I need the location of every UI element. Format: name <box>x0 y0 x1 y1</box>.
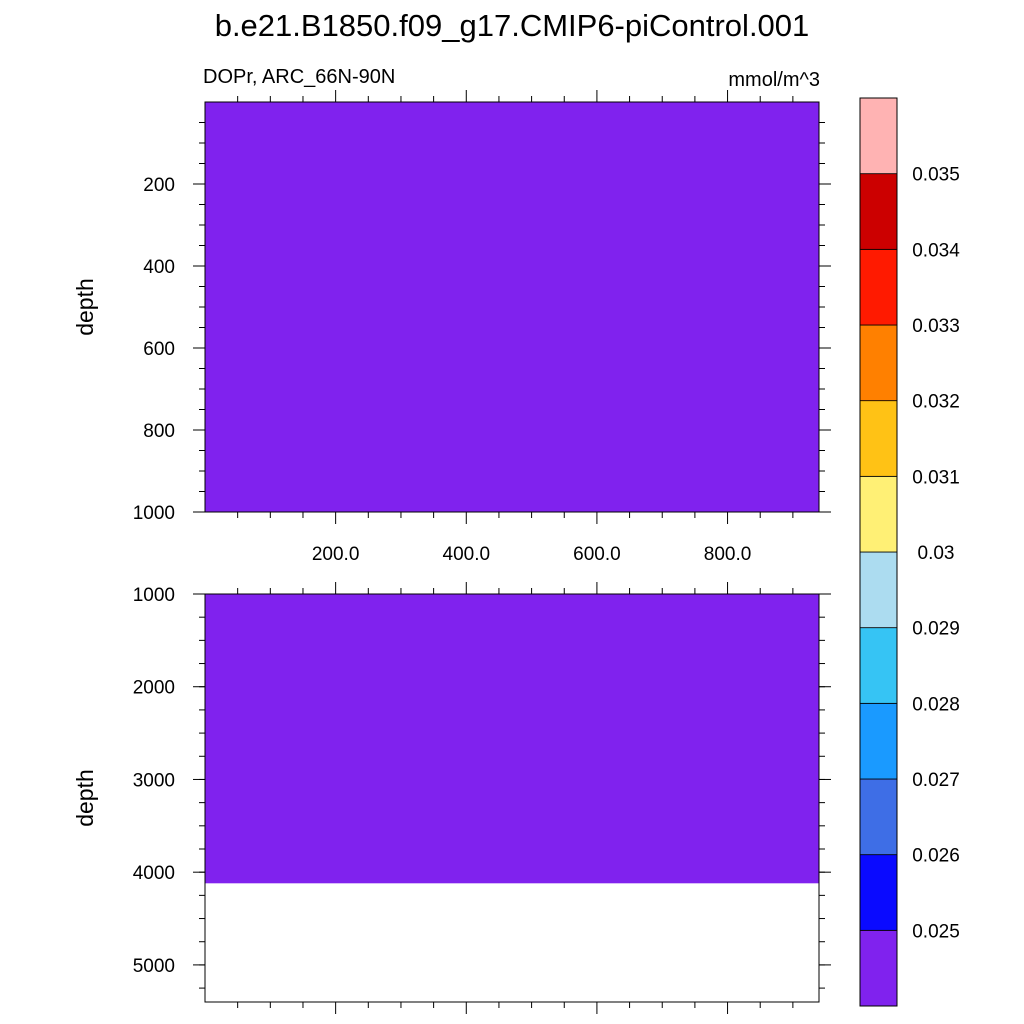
colorbar-label: 0.029 <box>912 619 960 640</box>
colorbar-label: 0.03 <box>918 543 955 564</box>
y-axis-label: depth <box>72 769 98 827</box>
y-tick-label: 5000 <box>133 956 175 977</box>
colorbar-segment <box>859 854 898 931</box>
colorbar-label: 0.031 <box>912 467 960 488</box>
y-tick-label: 200 <box>143 175 175 196</box>
field-fill <box>205 594 819 884</box>
colorbar-label: 0.027 <box>912 770 960 791</box>
colorbar-label: 0.033 <box>912 316 960 337</box>
lower-panel: 1000 2000 3000 4000 5000 depth <box>72 582 831 1014</box>
x-tick-label: 200.0 <box>312 544 360 565</box>
plot-frame <box>204 593 820 1003</box>
y-tick-label: 3000 <box>133 770 175 791</box>
colorbar-label: 0.025 <box>912 921 960 942</box>
colorbar-label: 0.035 <box>912 165 960 186</box>
y-tick-label: 1000 <box>133 503 175 524</box>
upper-panel: 200.0 400.0 600.0 800.0 200 400 600 800 1000 dept… <box>72 90 831 565</box>
colorbar-label: 0.028 <box>912 694 960 715</box>
colorbar-segment <box>859 551 898 629</box>
y-tick-label: 400 <box>143 257 175 278</box>
y-tick-label: 1000 <box>133 585 175 606</box>
colorbar-segment <box>859 97 898 175</box>
x-tick-label: 600.0 <box>573 544 621 565</box>
colorbar-frame <box>859 97 898 1007</box>
units-label: mmol/m^3 <box>728 69 820 91</box>
colorbar-segment <box>859 173 898 250</box>
y-tick-label: 600 <box>143 339 175 360</box>
y-tick-label: 2000 <box>133 678 175 699</box>
colorbar: 0.025 0.026 0.027 0.028 0.029 0.03 0.031 0.032 0… <box>859 97 960 1007</box>
y-axis-label: depth <box>72 278 98 336</box>
colorbar-segment <box>859 627 898 704</box>
x-tick-label: 400.0 <box>443 544 491 565</box>
y-tick-label: 4000 <box>133 863 175 884</box>
colorbar-segment <box>859 778 898 856</box>
colorbar-segment <box>859 400 898 477</box>
colorbar-label: 0.034 <box>912 240 960 261</box>
field-fill <box>205 102 819 512</box>
colorbar-label: 0.032 <box>912 392 960 413</box>
colorbar-segment <box>859 475 898 553</box>
variable-region-label: DOPr, ARC_66N-90N <box>203 66 395 88</box>
colorbar-segment <box>859 324 898 402</box>
colorbar-segment <box>859 248 898 326</box>
x-tick-label: 800.0 <box>704 544 752 565</box>
colorbar-segment <box>859 929 898 1007</box>
chart-title: b.e21.B1850.f09_g17.CMIP6-piControl.001 <box>215 8 810 43</box>
colorbar-label: 0.026 <box>912 846 960 867</box>
y-tick-label: 800 <box>143 421 175 442</box>
colorbar-segment <box>859 702 898 780</box>
